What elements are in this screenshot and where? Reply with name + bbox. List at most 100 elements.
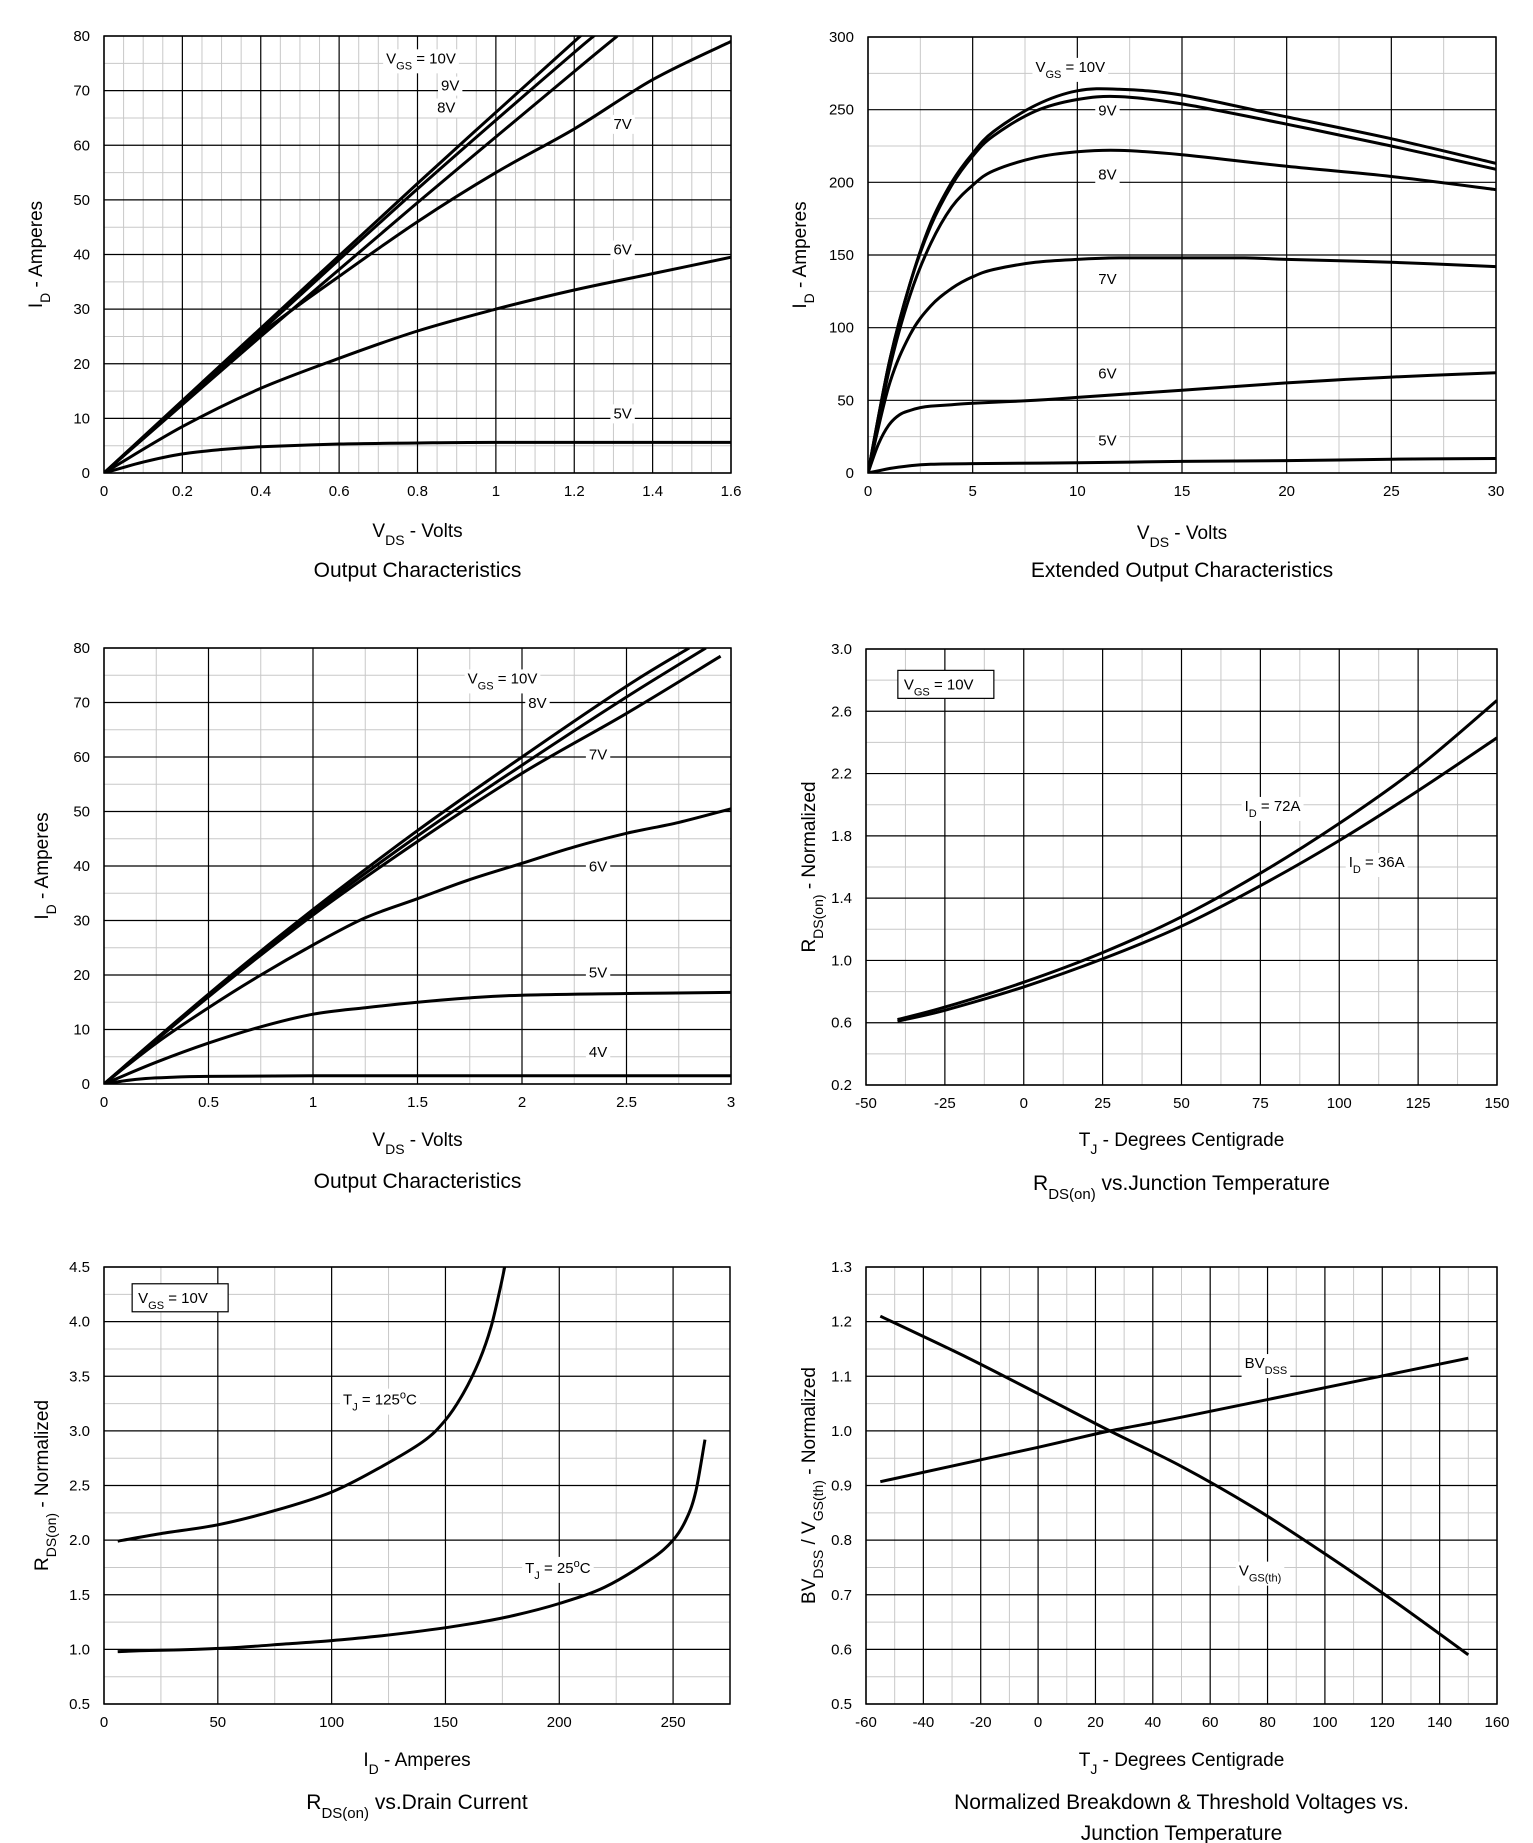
series-line-6v <box>104 807 731 1084</box>
y-tick-label: 70 <box>73 695 90 712</box>
curve-label: 6V <box>1098 366 1116 383</box>
x-tick-label: 0 <box>1020 1095 1028 1112</box>
series-line-tj-25oc <box>117 1439 707 1654</box>
y-tick-label: 0 <box>82 1076 90 1093</box>
y-tick-label: 3.0 <box>69 1423 90 1440</box>
y-tick-label: 40 <box>73 247 90 264</box>
y-tick-label: 0.5 <box>69 1696 90 1713</box>
y-tick-label: 2.5 <box>69 1478 90 1495</box>
curve-label-bg <box>1095 101 1120 121</box>
y-tick-label: 200 <box>829 174 854 191</box>
y-axis-label: ID - Amperes <box>26 201 53 308</box>
curve-label: 5V <box>1098 432 1116 449</box>
y-tick-label: 1.3 <box>831 1259 852 1276</box>
curve-label-bg <box>1241 1354 1291 1379</box>
chart-title: RDS(on) vs.Drain Current <box>306 1791 528 1822</box>
curve-label-bg <box>522 1556 594 1583</box>
x-tick-label: 0.8 <box>407 483 428 500</box>
chart-title: Output Characteristics <box>314 1170 522 1193</box>
curve-label-bg <box>340 1388 420 1415</box>
y-tick-label: 1.0 <box>831 952 852 969</box>
curve-label-bg <box>585 963 611 983</box>
series-group <box>104 36 731 473</box>
legend-box-label: VGS = 10V <box>904 676 974 698</box>
y-tick-label: 40 <box>73 858 90 875</box>
y-tick-label: 1.1 <box>831 1368 852 1385</box>
curve-label: VGS = 10V <box>468 670 538 692</box>
x-tick-label: 2.5 <box>616 1094 637 1111</box>
major-gridlines <box>865 1266 1498 1705</box>
curve-label-bg <box>1095 431 1120 451</box>
y-tick-label: 50 <box>73 192 90 209</box>
curve-label: TJ = 125oC <box>343 1390 417 1414</box>
curve-label: ID = 72A <box>1245 798 1301 820</box>
x-tick-label: 140 <box>1427 1714 1452 1731</box>
x-axis-label: VDS - Volts <box>1137 523 1227 550</box>
series-line-5v <box>104 990 731 1084</box>
x-tick-label: 0 <box>100 483 108 500</box>
x-tick-label: 15 <box>1174 483 1191 500</box>
series-line-id-36a <box>897 736 1497 1023</box>
y-tick-label: 10 <box>73 1022 90 1039</box>
x-tick-label: 0.5 <box>198 1094 219 1111</box>
series-line-8v <box>104 36 619 473</box>
x-axis-label: VDS - Volts <box>372 521 462 548</box>
legend-box <box>131 1283 229 1313</box>
series-line-8v <box>868 148 1496 473</box>
x-tick-label: 25 <box>1383 483 1400 500</box>
x-tick-label: 1 <box>309 1094 317 1111</box>
plot-frame <box>865 648 1498 1086</box>
y-tick-label: 80 <box>73 640 90 657</box>
x-tick-label: 5 <box>968 483 976 500</box>
curve-label: 7V <box>613 116 631 133</box>
x-tick-label: 20 <box>1278 483 1295 500</box>
curve-label: 6V <box>589 858 607 875</box>
y-tick-label: 0 <box>82 465 90 482</box>
chart-title-line2: Junction Temperature <box>1081 1822 1283 1843</box>
y-tick-label: 0.2 <box>831 1077 852 1094</box>
series-line-id-72a <box>897 699 1497 1022</box>
x-tick-label: -60 <box>855 1714 877 1731</box>
curve-label-bg <box>1345 853 1408 877</box>
y-tick-label: 0.8 <box>831 1532 852 1549</box>
series-line-5v <box>868 457 1496 473</box>
y-tick-label: 0.7 <box>831 1587 852 1604</box>
y-tick-label: 2.0 <box>69 1532 90 1549</box>
curve-label-bg <box>1095 270 1120 290</box>
y-tick-label: 10 <box>73 410 90 427</box>
curve-label-bg <box>434 98 459 118</box>
y-tick-label: 80 <box>73 28 90 45</box>
x-axis-label: ID - Amperes <box>363 1750 470 1777</box>
x-axis-label: TJ - Degrees Centigrade <box>1079 1130 1285 1157</box>
y-tick-label: 60 <box>73 137 90 154</box>
curve-label: 9V <box>441 78 459 95</box>
x-tick-label: 1.5 <box>407 1094 428 1111</box>
y-tick-label: 3.5 <box>69 1368 90 1385</box>
y-tick-label: 70 <box>73 83 90 100</box>
x-tick-label: -20 <box>970 1714 992 1731</box>
curve-label: 8V <box>1098 166 1116 183</box>
y-axis-label: RDS(on) - Normalized <box>799 781 826 952</box>
y-axis-label: RDS(on) - Normalized <box>32 1400 59 1571</box>
y-tick-label: 1.0 <box>69 1641 90 1658</box>
y-tick-label: 0 <box>846 465 854 482</box>
x-tick-label: -50 <box>855 1095 877 1112</box>
y-tick-label: 1.5 <box>69 1587 90 1604</box>
curve-label-bg <box>383 49 459 74</box>
curve-label-bg <box>1095 364 1120 384</box>
y-tick-label: 3.0 <box>831 641 852 658</box>
curve-label-bg <box>1241 796 1304 821</box>
y-tick-label: 30 <box>73 301 90 318</box>
series-group <box>117 1267 707 1654</box>
x-tick-label: 25 <box>1094 1095 1111 1112</box>
plot-frame <box>103 647 732 1085</box>
x-tick-label: 0 <box>864 483 872 500</box>
chart-1: 0 0.2 0.4 0.6 0.8 1 1.2 1.4 1.6 0 10 20 30 40 50 60 70 80… <box>26 28 741 582</box>
y-tick-label: 60 <box>73 749 90 766</box>
curve-label-bg <box>585 1042 611 1062</box>
x-tick-label: 2 <box>518 1094 526 1111</box>
x-tick-label: 60 <box>1202 1714 1219 1731</box>
curve-label-bg <box>585 857 611 877</box>
x-tick-label: 0 <box>1034 1714 1042 1731</box>
